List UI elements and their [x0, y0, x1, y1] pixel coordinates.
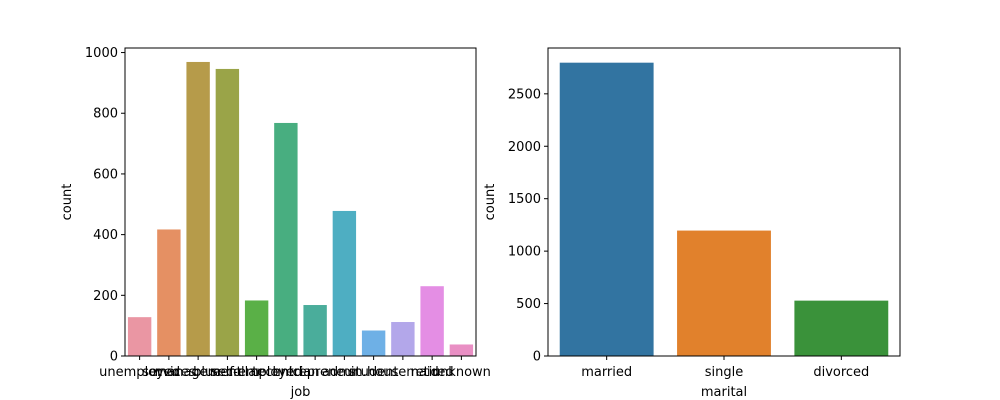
y-tick-label: 500 [516, 297, 541, 312]
x-tick-label: unemployed [99, 365, 180, 380]
bar-management [186, 61, 210, 357]
y-tick-label: 1000 [508, 245, 541, 260]
bar-entrepreneur [303, 305, 327, 356]
job-count-chart: 0 200 400 600 800 1000 unemployedservicesmanag… [60, 46, 491, 400]
bar-blue-collar [215, 68, 240, 356]
y-tick-label: 1000 [85, 46, 118, 61]
bar-married [559, 62, 654, 357]
y-tick-label: 2500 [508, 87, 541, 102]
y-tick-label: 200 [93, 289, 118, 304]
y-tick-label: 0 [110, 350, 118, 365]
x-tick-label: services [142, 365, 196, 380]
x-tick-label: student [349, 365, 399, 380]
y-tick-label: 2000 [508, 140, 541, 155]
y-tick-label: 800 [93, 107, 118, 122]
y-tick-label: 1500 [508, 192, 541, 207]
bar-housemaid [391, 322, 415, 356]
x-tick-label: married [581, 365, 632, 380]
bar-retired [420, 286, 444, 356]
bar-services [157, 229, 181, 356]
bar-single [677, 230, 771, 356]
bar-divorced [794, 300, 889, 356]
x-tick-label: management [155, 365, 242, 380]
x-tick-label: technician [252, 365, 319, 380]
y-tick-label: 0 [533, 350, 541, 365]
y-axis-label: count [60, 184, 75, 221]
y-tick-label: 600 [93, 167, 118, 182]
bar-unknown [449, 344, 474, 356]
y-tick-label: 400 [93, 228, 118, 243]
bar-student [361, 330, 386, 356]
x-tick-label: blue-collar [193, 365, 262, 380]
bar-technician [274, 122, 298, 356]
y-axis-label: count [483, 184, 498, 221]
bar-self-employed [244, 300, 269, 356]
x-tick-label: admin. [322, 365, 367, 380]
bar-unemployed [127, 317, 152, 356]
plot-frame [124, 47, 477, 357]
x-tick-label: retired [411, 365, 454, 380]
x-tick-label: single [705, 365, 744, 380]
x-axis-label: marital [701, 385, 747, 400]
x-tick-label: entrepreneur [272, 365, 358, 380]
bar-admin- [332, 210, 357, 356]
x-tick-label: unknown [432, 365, 491, 380]
x-tick-label: self-employed [211, 365, 302, 380]
x-tick-label: divorced [813, 365, 869, 380]
marital-count-chart: 0 500 1000 1500 2000 2500 married single divorce… [483, 47, 901, 400]
x-tick-label: housemaid [367, 365, 439, 380]
x-axis-label: job [290, 385, 311, 400]
